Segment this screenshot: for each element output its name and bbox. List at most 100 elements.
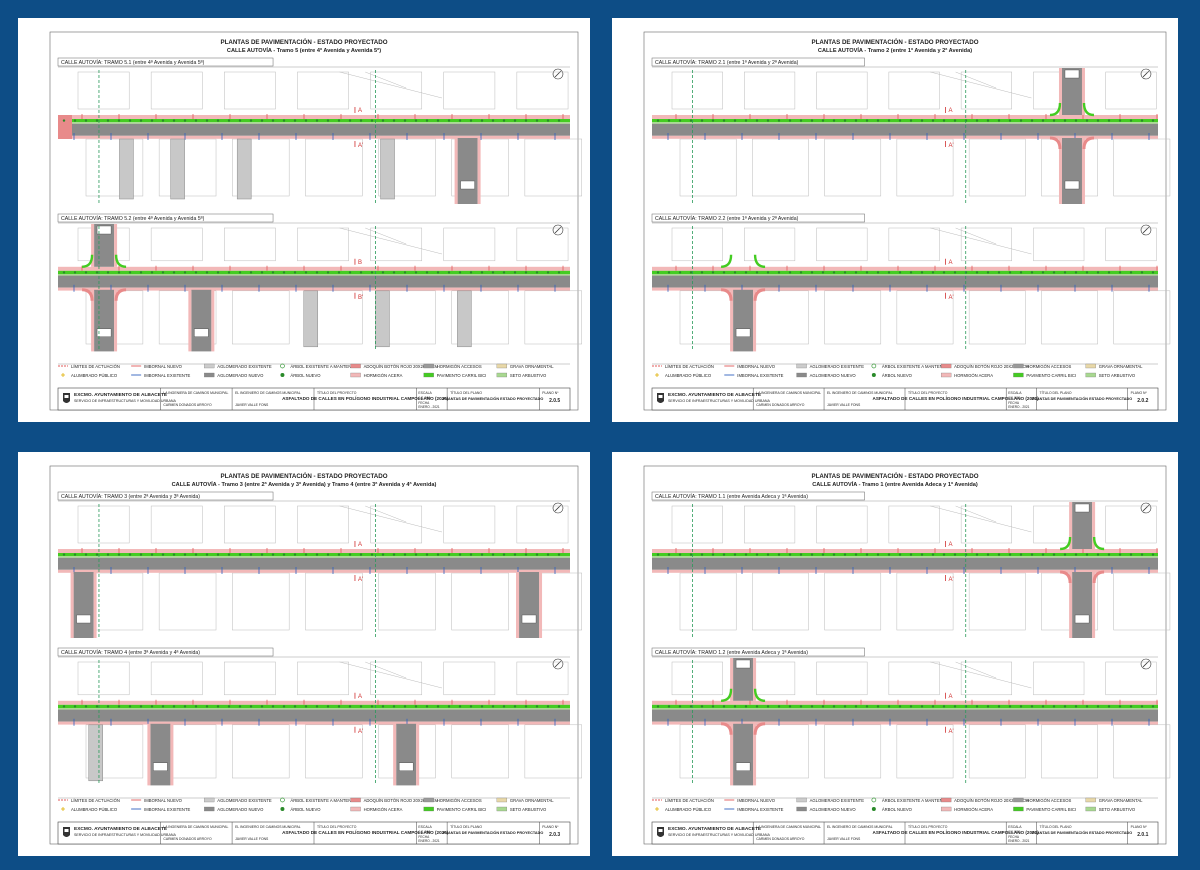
drain-markers [667,265,1158,292]
sheet-title: PLANTAS DE PAVIMENTACIÓN - ESTADO PROYEC… [220,38,387,46]
legend-label: ALUMBRADO PÚBLICO [71,373,118,378]
plan-label: TÍTULO DEL PLANO [1040,825,1072,829]
org-name: EXCMO. AYUNTAMIENTO DE ALBACETE [668,826,762,832]
section-letter-bottom: A' [948,729,953,735]
drawing-sheet-4: PLANTAS DE PAVIMENTACIÓN - ESTADO PROYEC… [612,452,1178,856]
section-marker: A A' [354,541,363,583]
engineer-role-2: EL INGENIERO DE CAMINOS MUNICIPAL [827,391,893,395]
legend-label: PAVIMENTO CARRIL BICI [1026,373,1076,378]
view-label-box [57,491,274,501]
sheet-title: PLANTAS DE PAVIMENTACIÓN - ESTADO PROYEC… [811,38,978,46]
driveway-access [119,138,134,200]
section-letter-bottom: A' [948,577,953,583]
building-outlines [77,661,582,779]
project-label: TÍTULO DEL PROYECTO [908,391,948,395]
section-letter-top: A [358,542,362,548]
project-title: ASFALTADO DE CALLES EN POLÍGONO INDUSTRI… [873,394,1040,401]
city-crest-logo [657,827,664,837]
intersection [454,138,481,204]
engineer-role-1: LA INGENIERA DE CAMINOS MUNICIPAL [163,391,228,395]
legend-label: ADOQUÍN BOTÓN ROJO 20X20X6 CM [364,798,439,803]
plan-view-2: CALLE AUTOVÍA: TRAMO 5.2 (entre 4ª Aveni… [57,213,582,352]
legend-label: LÍMITES DE ACTUACIÓN [665,798,714,803]
building-outlines [671,227,1171,345]
road-band [652,700,1158,725]
north-arrow-icon [552,68,564,80]
legend-label: ALUMBRADO PÚBLICO [665,373,712,378]
section-letter-bottom: B' [358,295,363,301]
legend-swatch [280,363,285,369]
north-arrow-icon [552,224,564,236]
legend-swatch [1085,797,1096,803]
drain-markers [73,114,564,140]
legend-label: AGLOMERADO EXISTENTE [810,364,865,369]
plan-number: 2.0.3 [549,832,560,838]
legend-swatch [496,806,508,812]
tree-markers [656,705,1155,708]
legend-swatch [350,806,361,812]
title-block: EXCMO. AYUNTAMIENTO DE ALBACETESERVICIO … [57,387,571,411]
plan-view-1: CALLE AUTOVÍA: TRAMO 3 (entre 2ª Avenida… [57,491,582,638]
legend-label: AGLOMERADO NUEVO [810,373,857,378]
legend-label: PAVIMENTO CARRIL BICI [437,373,487,378]
legend-swatch [280,373,285,377]
road-band [652,115,1158,139]
view-label-box [651,213,865,223]
legend-label: GRAVA ORNAMENTAL [1099,798,1143,803]
section-letter-top: A [948,260,952,266]
legend-label: HORMIGÓN ACERA [364,373,403,378]
legend-swatch [655,807,659,811]
north-arrow-icon [1140,502,1152,514]
sheet-subtitle: CALLE AUTOVÍA - Tramo 5 (entre 4ª Avenid… [227,46,381,54]
legend-label: ÁRBOL NUEVO [882,807,913,812]
plan-view-2: CALLE AUTOVÍA: TRAMO 1.2 (entre Avenida … [651,647,1171,786]
legend-label: HORMIGÓN ACCESOS [1026,798,1071,803]
legend-swatch [496,363,508,369]
plan-number: 2.0.1 [1137,832,1148,838]
intersection [1060,502,1105,638]
plan-title: PLANTAS DE PAVIMENTACIÓN ESTADO PROYECTA… [443,396,543,401]
legend-swatch [796,372,807,378]
legend-label: ÁRBOL NUEVO [290,373,321,378]
view-label: CALLE AUTOVÍA: TRAMO 1.1 (entre Avenida … [655,493,808,500]
drain-markers [667,548,1158,574]
legend-swatch [940,806,952,812]
legend-label: IMBORNAL NUEVO [144,364,183,369]
legend-label: HORMIGÓN ACERA [954,807,993,812]
legend-label: AGLOMERADO NUEVO [810,807,857,812]
view-label-box [57,57,274,67]
scale-label: ESCALA [1008,391,1022,395]
date-value: ENERO - 2021 [1008,405,1029,409]
project-title: ASFALTADO DE CALLES EN POLÍGONO INDUSTRI… [873,828,1040,835]
legend-swatch [1013,372,1024,378]
legend-swatch [61,807,65,811]
legend-label: IMBORNAL EXISTENTE [737,373,783,378]
view-label: CALLE AUTOVÍA: TRAMO 4 (entre 3ª Avenida… [61,649,200,656]
engineer-name-2: JAVIER VALLE FONS [827,837,861,841]
engineer-name-2: JAVIER VALLE FONS [235,403,269,407]
drawing-sheet-3: PLANTAS DE PAVIMENTACIÓN - ESTADO PROYEC… [18,452,590,856]
dept-name: SERVICIO DE INFRAESTRUCTURAS Y MOVILIDAD… [74,833,176,837]
view-label-box [651,647,865,657]
legend-swatch [1013,363,1024,369]
north-arrow-icon [1140,224,1152,236]
view-label: CALLE AUTOVÍA: TRAMO 2.2 (entre 1ª Aveni… [655,215,799,222]
legend-label: ÁRBOL EXISTENTE A MANTENER [290,798,357,803]
plan-title: PLANTAS DE PAVIMENTACIÓN ESTADO PROYECTA… [443,830,543,835]
project-label: TÍTULO DEL PROYECTO [908,825,948,829]
plan-title: PLANTAS DE PAVIMENTACIÓN ESTADO PROYECTA… [1032,396,1132,401]
project-title: ASFALTADO DE CALLES EN POLÍGONO INDUSTRI… [282,828,449,835]
legend-label: ÁRBOL EXISTENTE A MANTENER [882,798,949,803]
section-marker: A A' [945,258,954,301]
legend-label: AGLOMERADO NUEVO [217,807,264,812]
road-band [652,549,1158,573]
plan-number-label: PLANO Nº [542,391,559,395]
view-label: CALLE AUTOVÍA: TRAMO 5.2 (entre 4ª Aveni… [61,215,205,222]
legend-swatch [204,363,215,369]
section-letter-top: A [948,108,952,114]
sheet-title: PLANTAS DE PAVIMENTACIÓN - ESTADO PROYEC… [220,472,387,480]
plan-label: TÍTULO DEL PLANO [1040,391,1072,395]
plan-drawing: PLANTAS DE PAVIMENTACIÓN - ESTADO PROYEC… [643,465,1171,845]
section-letter-bottom: A' [358,729,363,735]
view-label-box [651,491,865,501]
